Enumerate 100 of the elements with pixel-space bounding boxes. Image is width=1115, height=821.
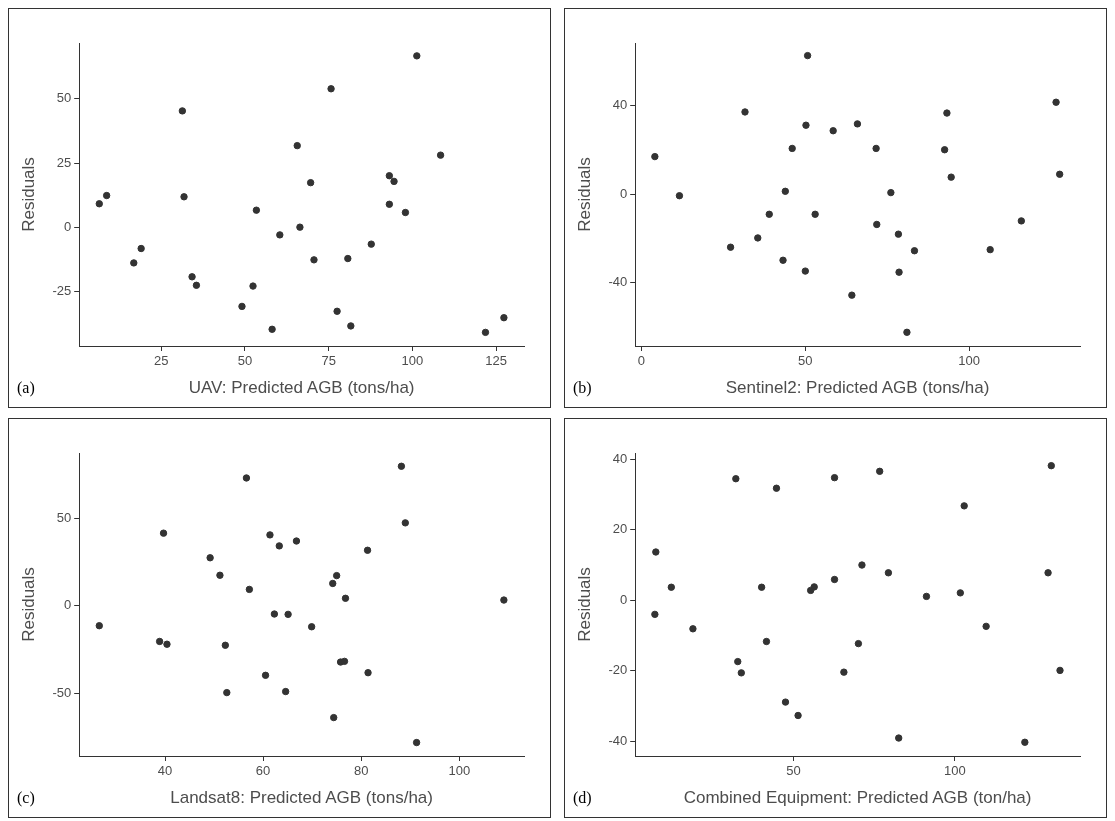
- point: [884, 569, 893, 577]
- point: [330, 713, 338, 722]
- point: [329, 579, 337, 588]
- point: [347, 322, 355, 330]
- point: [732, 475, 740, 483]
- x-tick-label: 100: [401, 353, 424, 369]
- point: [1055, 170, 1064, 178]
- x-tick-label: 80: [353, 763, 369, 779]
- point: [310, 256, 318, 264]
- point: [268, 325, 276, 333]
- point: [367, 240, 375, 248]
- point: [412, 738, 421, 747]
- point: [192, 281, 201, 289]
- point: [436, 151, 445, 159]
- point: [830, 575, 839, 584]
- point: [500, 314, 508, 322]
- x-tick-label: 50: [798, 353, 813, 369]
- y-tick-label: 0: [63, 597, 72, 613]
- point: [206, 554, 214, 562]
- point: [651, 152, 659, 161]
- point: [249, 282, 257, 290]
- x-axis-title: Combined Equipment: Predicted AGB (ton/ha): [683, 788, 1032, 808]
- point: [155, 637, 164, 646]
- point: [364, 669, 372, 677]
- x-axis-title: Sentinel2: Predicted AGB (tons/ha): [725, 378, 990, 398]
- point: [221, 641, 230, 649]
- point: [95, 200, 103, 208]
- point: [726, 243, 735, 251]
- x-tick-label: 0: [637, 353, 646, 369]
- y-axis-title: Residuals: [18, 567, 38, 642]
- point: [242, 474, 251, 482]
- point: [652, 548, 660, 556]
- point: [811, 210, 819, 218]
- point: [982, 622, 990, 631]
- point: [137, 244, 145, 253]
- y-tick-label: 20: [612, 521, 628, 537]
- point: [788, 144, 796, 153]
- point: [947, 173, 955, 181]
- point: [840, 668, 848, 676]
- x-tick-label: 50: [786, 763, 801, 779]
- point: [956, 589, 965, 597]
- y-axis-title: Residuals: [18, 157, 38, 232]
- point: [307, 623, 316, 631]
- point: [102, 191, 111, 200]
- point: [810, 583, 818, 591]
- point: [344, 254, 352, 263]
- y-tick-label: 40: [612, 450, 628, 466]
- point: [270, 610, 279, 618]
- point: [130, 259, 138, 267]
- point: [1017, 217, 1026, 225]
- point: [894, 230, 903, 238]
- point: [159, 529, 168, 537]
- point: [781, 698, 790, 706]
- y-tick-label: 0: [619, 591, 628, 607]
- point: [853, 120, 862, 128]
- x-tick-label: 100: [943, 763, 966, 779]
- point: [875, 467, 884, 476]
- point: [781, 187, 790, 195]
- y-axis-title: Residuals: [574, 567, 594, 642]
- x-tick-label: 100: [448, 763, 471, 779]
- point: [794, 711, 802, 720]
- y-tick-label: 0: [619, 185, 628, 201]
- point: [1044, 569, 1052, 577]
- point: [481, 328, 490, 337]
- point: [940, 146, 949, 154]
- point: [943, 109, 951, 117]
- point: [1052, 98, 1060, 106]
- point: [986, 245, 994, 254]
- point: [960, 502, 968, 510]
- point: [922, 592, 931, 601]
- point: [188, 273, 196, 281]
- point: [651, 610, 659, 619]
- point: [1047, 461, 1055, 470]
- point: [223, 688, 231, 697]
- point: [1056, 666, 1064, 675]
- point: [858, 561, 866, 569]
- point: [333, 307, 341, 315]
- point: [741, 108, 749, 116]
- point: [341, 594, 350, 602]
- point: [306, 178, 315, 187]
- text: (a): [17, 379, 35, 397]
- point: [245, 585, 254, 594]
- point: [887, 188, 895, 197]
- point: [765, 210, 773, 218]
- point: [327, 85, 335, 93]
- point: [390, 177, 398, 186]
- y-tick-label: -50: [52, 684, 72, 700]
- x-tick-label: 50: [237, 353, 253, 369]
- point: [754, 234, 762, 242]
- point: [689, 625, 697, 633]
- point: [178, 107, 187, 115]
- point: [802, 121, 810, 129]
- point: [238, 302, 246, 311]
- point: [180, 193, 188, 201]
- point: [281, 687, 290, 696]
- point: [292, 537, 301, 545]
- text: (b): [573, 379, 592, 397]
- point: [737, 669, 746, 677]
- point: [332, 571, 341, 580]
- point: [873, 220, 881, 229]
